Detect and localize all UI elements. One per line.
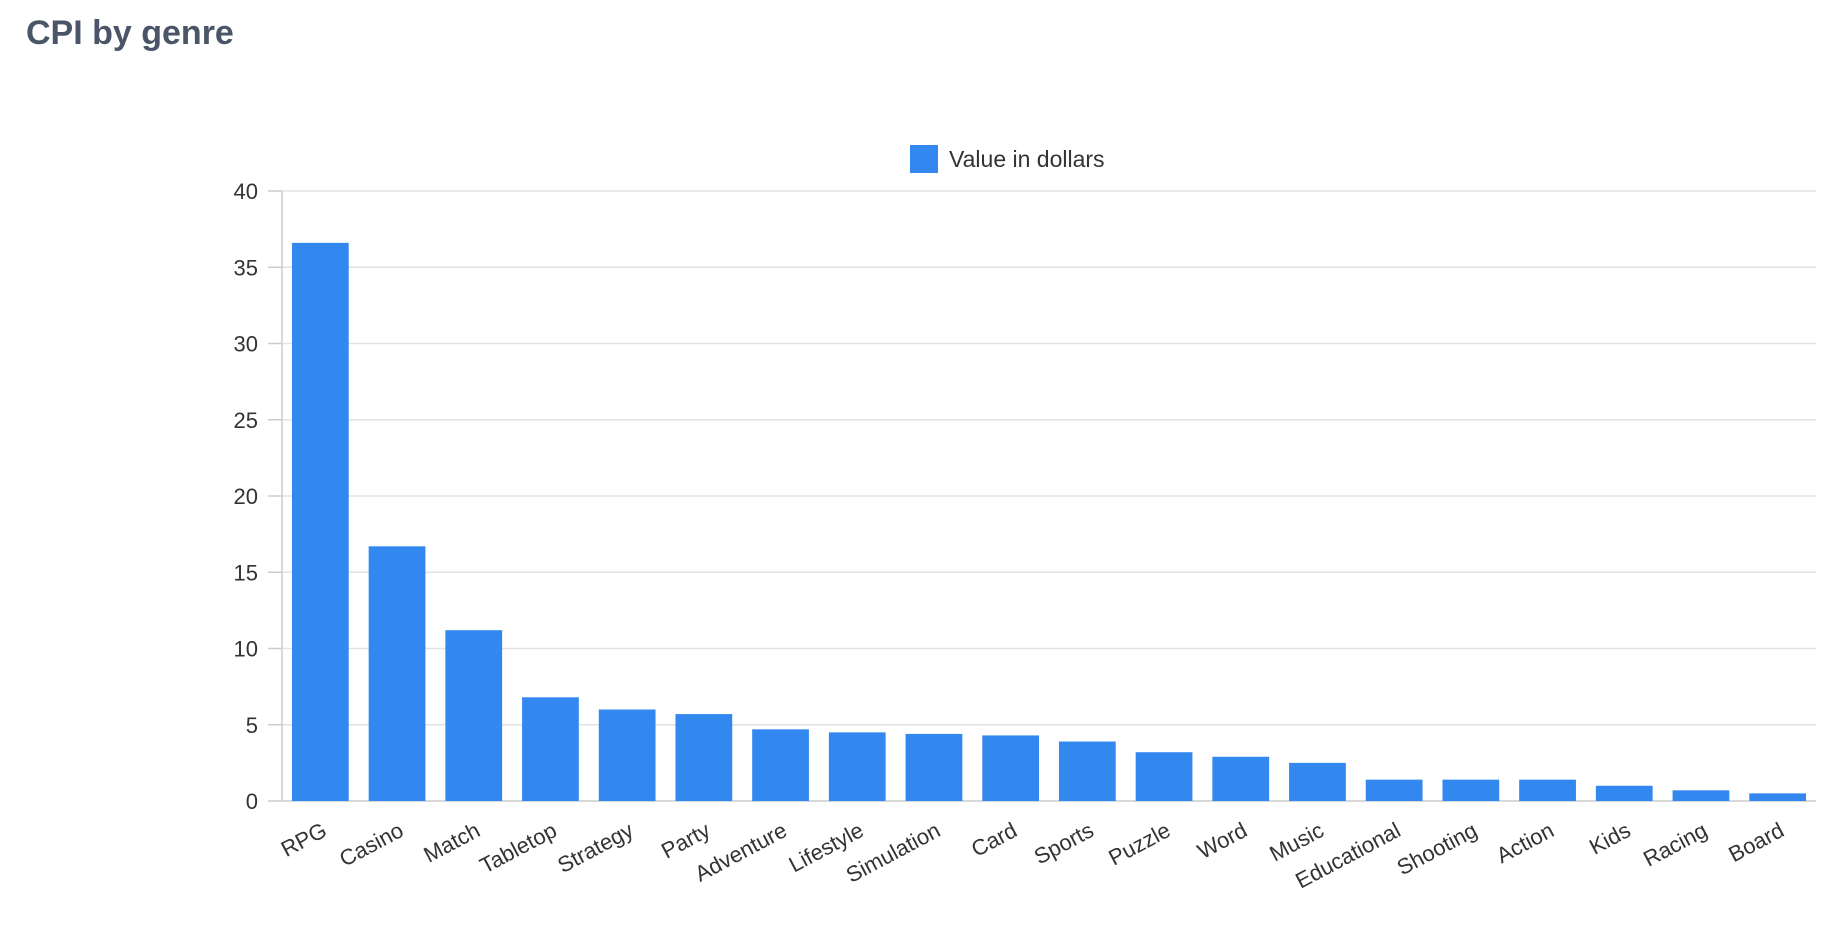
bar-adventure[interactable]	[752, 729, 809, 801]
x-tick-label-shooting: Shooting	[1393, 817, 1481, 880]
x-tick-label-match: Match	[419, 817, 484, 867]
bar-rpg[interactable]	[291, 242, 349, 802]
gridlines	[282, 190, 1816, 726]
x-tick-label-rpg: RPG	[277, 817, 331, 861]
x-tick-label-casino: Casino	[335, 817, 407, 871]
x-tick-label-kids: Kids	[1585, 817, 1635, 859]
x-tick-label-sports: Sports	[1030, 817, 1098, 869]
x-tick-label-tabletop: Tabletop	[476, 817, 561, 878]
bar-party[interactable]	[675, 714, 733, 801]
bar-simulation[interactable]	[905, 733, 963, 801]
bar-match[interactable]	[445, 630, 503, 801]
bar-sports[interactable]	[1058, 741, 1116, 801]
bar-lifestyle[interactable]	[828, 732, 886, 801]
bar-casino[interactable]	[368, 546, 426, 801]
bar-educational[interactable]	[1365, 779, 1423, 801]
legend[interactable]: Value in dollars	[910, 145, 1105, 173]
y-tick-label: 25	[234, 408, 258, 433]
bar-word[interactable]	[1212, 756, 1270, 801]
x-tick-label-puzzle: Puzzle	[1104, 817, 1174, 870]
legend-label[interactable]: Value in dollars	[949, 146, 1105, 172]
x-tick-label-word: Word	[1193, 817, 1251, 864]
y-tick-label: 0	[246, 789, 258, 814]
y-tick-label: 5	[246, 713, 258, 738]
x-tick-label-racing: Racing	[1639, 817, 1711, 871]
bar-puzzle[interactable]	[1135, 752, 1193, 801]
page-title: CPI by genre	[26, 14, 234, 52]
bar-shooting[interactable]	[1442, 779, 1500, 801]
bar-board[interactable]	[1749, 793, 1807, 801]
legend-swatch[interactable]	[910, 145, 938, 173]
x-tick-label-strategy: Strategy	[553, 817, 637, 878]
bar-tabletop[interactable]	[522, 697, 579, 801]
bar-action[interactable]	[1519, 779, 1576, 801]
bar-racing[interactable]	[1672, 790, 1730, 801]
y-tick-label: 10	[234, 637, 258, 662]
y-tick-label: 35	[234, 255, 258, 280]
y-tick-label: 40	[234, 179, 258, 204]
x-tick-label-card: Card	[967, 817, 1021, 861]
y-tick-label: 30	[234, 332, 258, 357]
y-axis-ticks: 0 5 10 15 20 25 30 35 40	[234, 179, 282, 814]
bar-music[interactable]	[1289, 762, 1346, 801]
y-tick-label: 20	[234, 484, 258, 509]
x-tick-label-board: Board	[1724, 817, 1788, 867]
bars	[291, 242, 1807, 802]
bar-card[interactable]	[982, 735, 1040, 801]
y-tick-label: 15	[234, 560, 258, 585]
x-tick-label-action: Action	[1492, 817, 1558, 868]
bar-strategy[interactable]	[598, 709, 656, 802]
bar-kids[interactable]	[1595, 785, 1653, 801]
